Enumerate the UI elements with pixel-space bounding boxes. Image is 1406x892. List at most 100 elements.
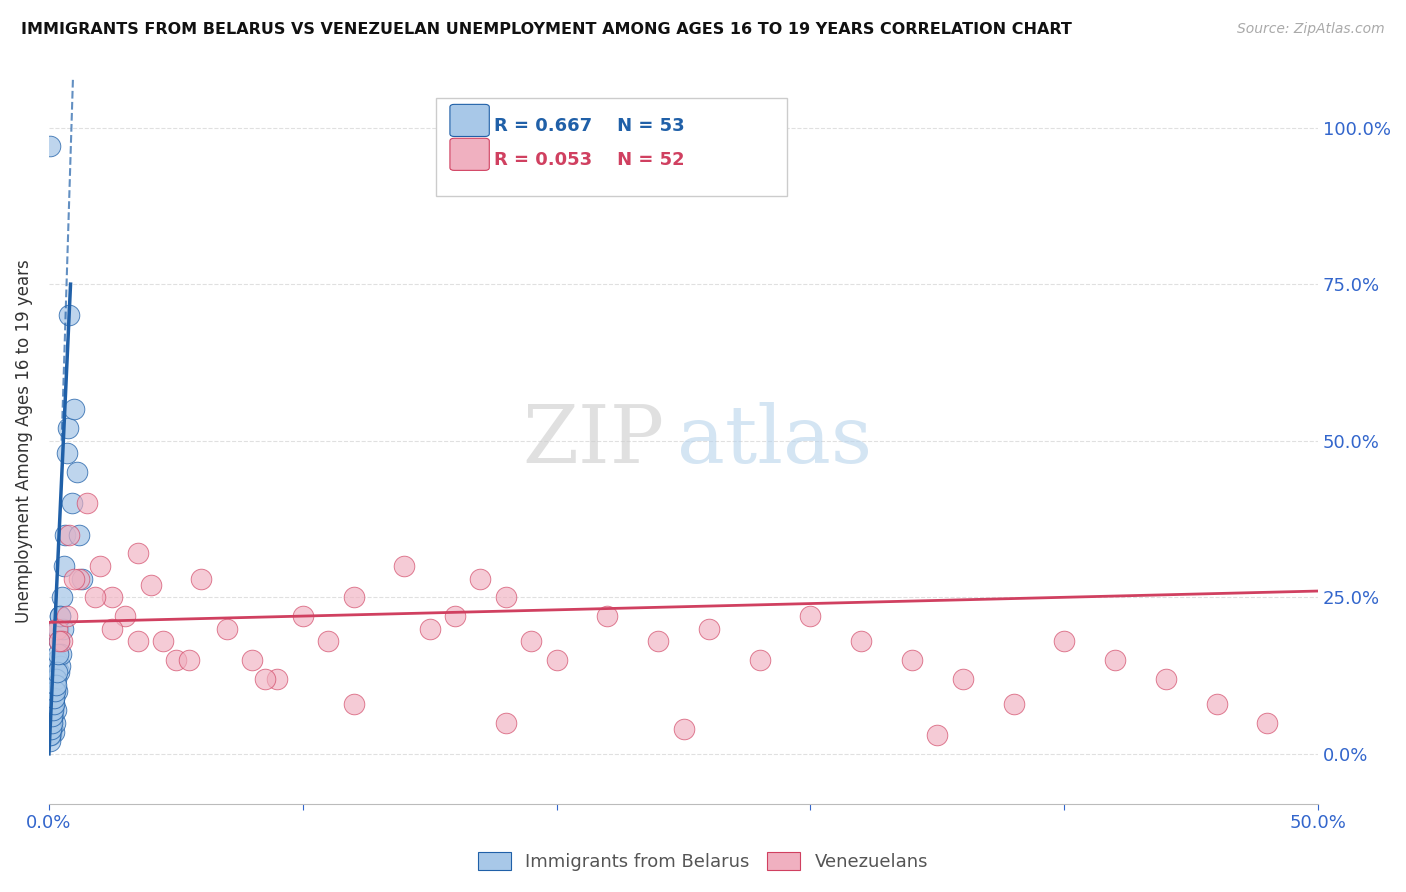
Text: Source: ZipAtlas.com: Source: ZipAtlas.com	[1237, 22, 1385, 37]
Point	[60, 496, 83, 510]
Point	[1104, 653, 1126, 667]
Point	[1053, 634, 1076, 648]
Point	[45, 678, 67, 692]
Point	[48, 634, 70, 648]
Text: ZIP: ZIP	[523, 401, 665, 480]
Point	[44, 715, 66, 730]
Point	[55, 527, 77, 541]
Text: atlas: atlas	[678, 401, 872, 480]
Point	[470, 572, 492, 586]
Point	[49, 609, 72, 624]
Point	[748, 653, 770, 667]
Point	[127, 634, 149, 648]
Point	[63, 402, 86, 417]
Point	[55, 446, 77, 460]
Text: IMMIGRANTS FROM BELARUS VS VENEZUELAN UNEMPLOYMENT AMONG AGES 16 TO 19 YEARS COR: IMMIGRANTS FROM BELARUS VS VENEZUELAN UN…	[21, 22, 1071, 37]
Point	[42, 709, 65, 723]
Point	[44, 684, 66, 698]
Point	[240, 653, 263, 667]
Point	[316, 634, 339, 648]
Point	[53, 559, 76, 574]
Point	[48, 665, 70, 680]
Point	[45, 665, 67, 680]
Point	[70, 572, 93, 586]
Point	[851, 634, 873, 648]
Point	[799, 609, 821, 624]
Point	[66, 465, 89, 479]
Point	[51, 591, 73, 605]
Point	[927, 728, 949, 742]
Point	[697, 622, 720, 636]
Point	[39, 722, 62, 736]
Point	[394, 559, 416, 574]
Point	[46, 647, 69, 661]
Point	[45, 653, 67, 667]
Legend: Immigrants from Belarus, Venezuelans: Immigrants from Belarus, Venezuelans	[471, 845, 935, 879]
Text: R = 0.667    N = 53: R = 0.667 N = 53	[494, 117, 685, 135]
Point	[45, 622, 67, 636]
Point	[56, 421, 79, 435]
Point	[39, 728, 62, 742]
Point	[52, 622, 75, 636]
Point	[342, 697, 364, 711]
Point	[41, 709, 63, 723]
Point	[520, 634, 543, 648]
Point	[114, 609, 136, 624]
Point	[42, 697, 65, 711]
Point	[1256, 715, 1278, 730]
Point	[39, 139, 62, 153]
Point	[83, 591, 105, 605]
Point	[89, 559, 111, 574]
Point	[42, 703, 65, 717]
Point	[495, 715, 517, 730]
Point	[215, 622, 238, 636]
Point	[48, 659, 70, 673]
Point	[127, 546, 149, 560]
Point	[177, 653, 200, 667]
Point	[55, 609, 77, 624]
Point	[901, 653, 924, 667]
Point	[42, 725, 65, 739]
Point	[39, 715, 62, 730]
Point	[952, 672, 974, 686]
Point	[101, 591, 124, 605]
Point	[139, 578, 162, 592]
Point	[41, 715, 63, 730]
Point	[152, 634, 174, 648]
Point	[67, 527, 90, 541]
Point	[44, 672, 66, 686]
Point	[58, 527, 80, 541]
Point	[39, 728, 62, 742]
Point	[49, 609, 72, 624]
Point	[63, 572, 86, 586]
Point	[419, 622, 441, 636]
Point	[45, 672, 67, 686]
Point	[46, 684, 69, 698]
Point	[51, 634, 73, 648]
Point	[42, 690, 65, 705]
Point	[1154, 672, 1177, 686]
Point	[67, 572, 90, 586]
Point	[101, 622, 124, 636]
Point	[39, 722, 62, 736]
Point	[342, 591, 364, 605]
Point	[44, 678, 66, 692]
Point	[44, 684, 66, 698]
Text: R = 0.053    N = 52: R = 0.053 N = 52	[494, 151, 685, 169]
Point	[48, 634, 70, 648]
Point	[76, 496, 98, 510]
Y-axis label: Unemployment Among Ages 16 to 19 years: Unemployment Among Ages 16 to 19 years	[15, 259, 32, 623]
Point	[444, 609, 467, 624]
Point	[1205, 697, 1227, 711]
Point	[58, 309, 80, 323]
Point	[49, 647, 72, 661]
Point	[1002, 697, 1025, 711]
Point	[39, 728, 62, 742]
Point	[253, 672, 276, 686]
Point	[647, 634, 669, 648]
Point	[42, 697, 65, 711]
Point	[39, 734, 62, 748]
Point	[596, 609, 619, 624]
Point	[546, 653, 568, 667]
Point	[672, 722, 695, 736]
